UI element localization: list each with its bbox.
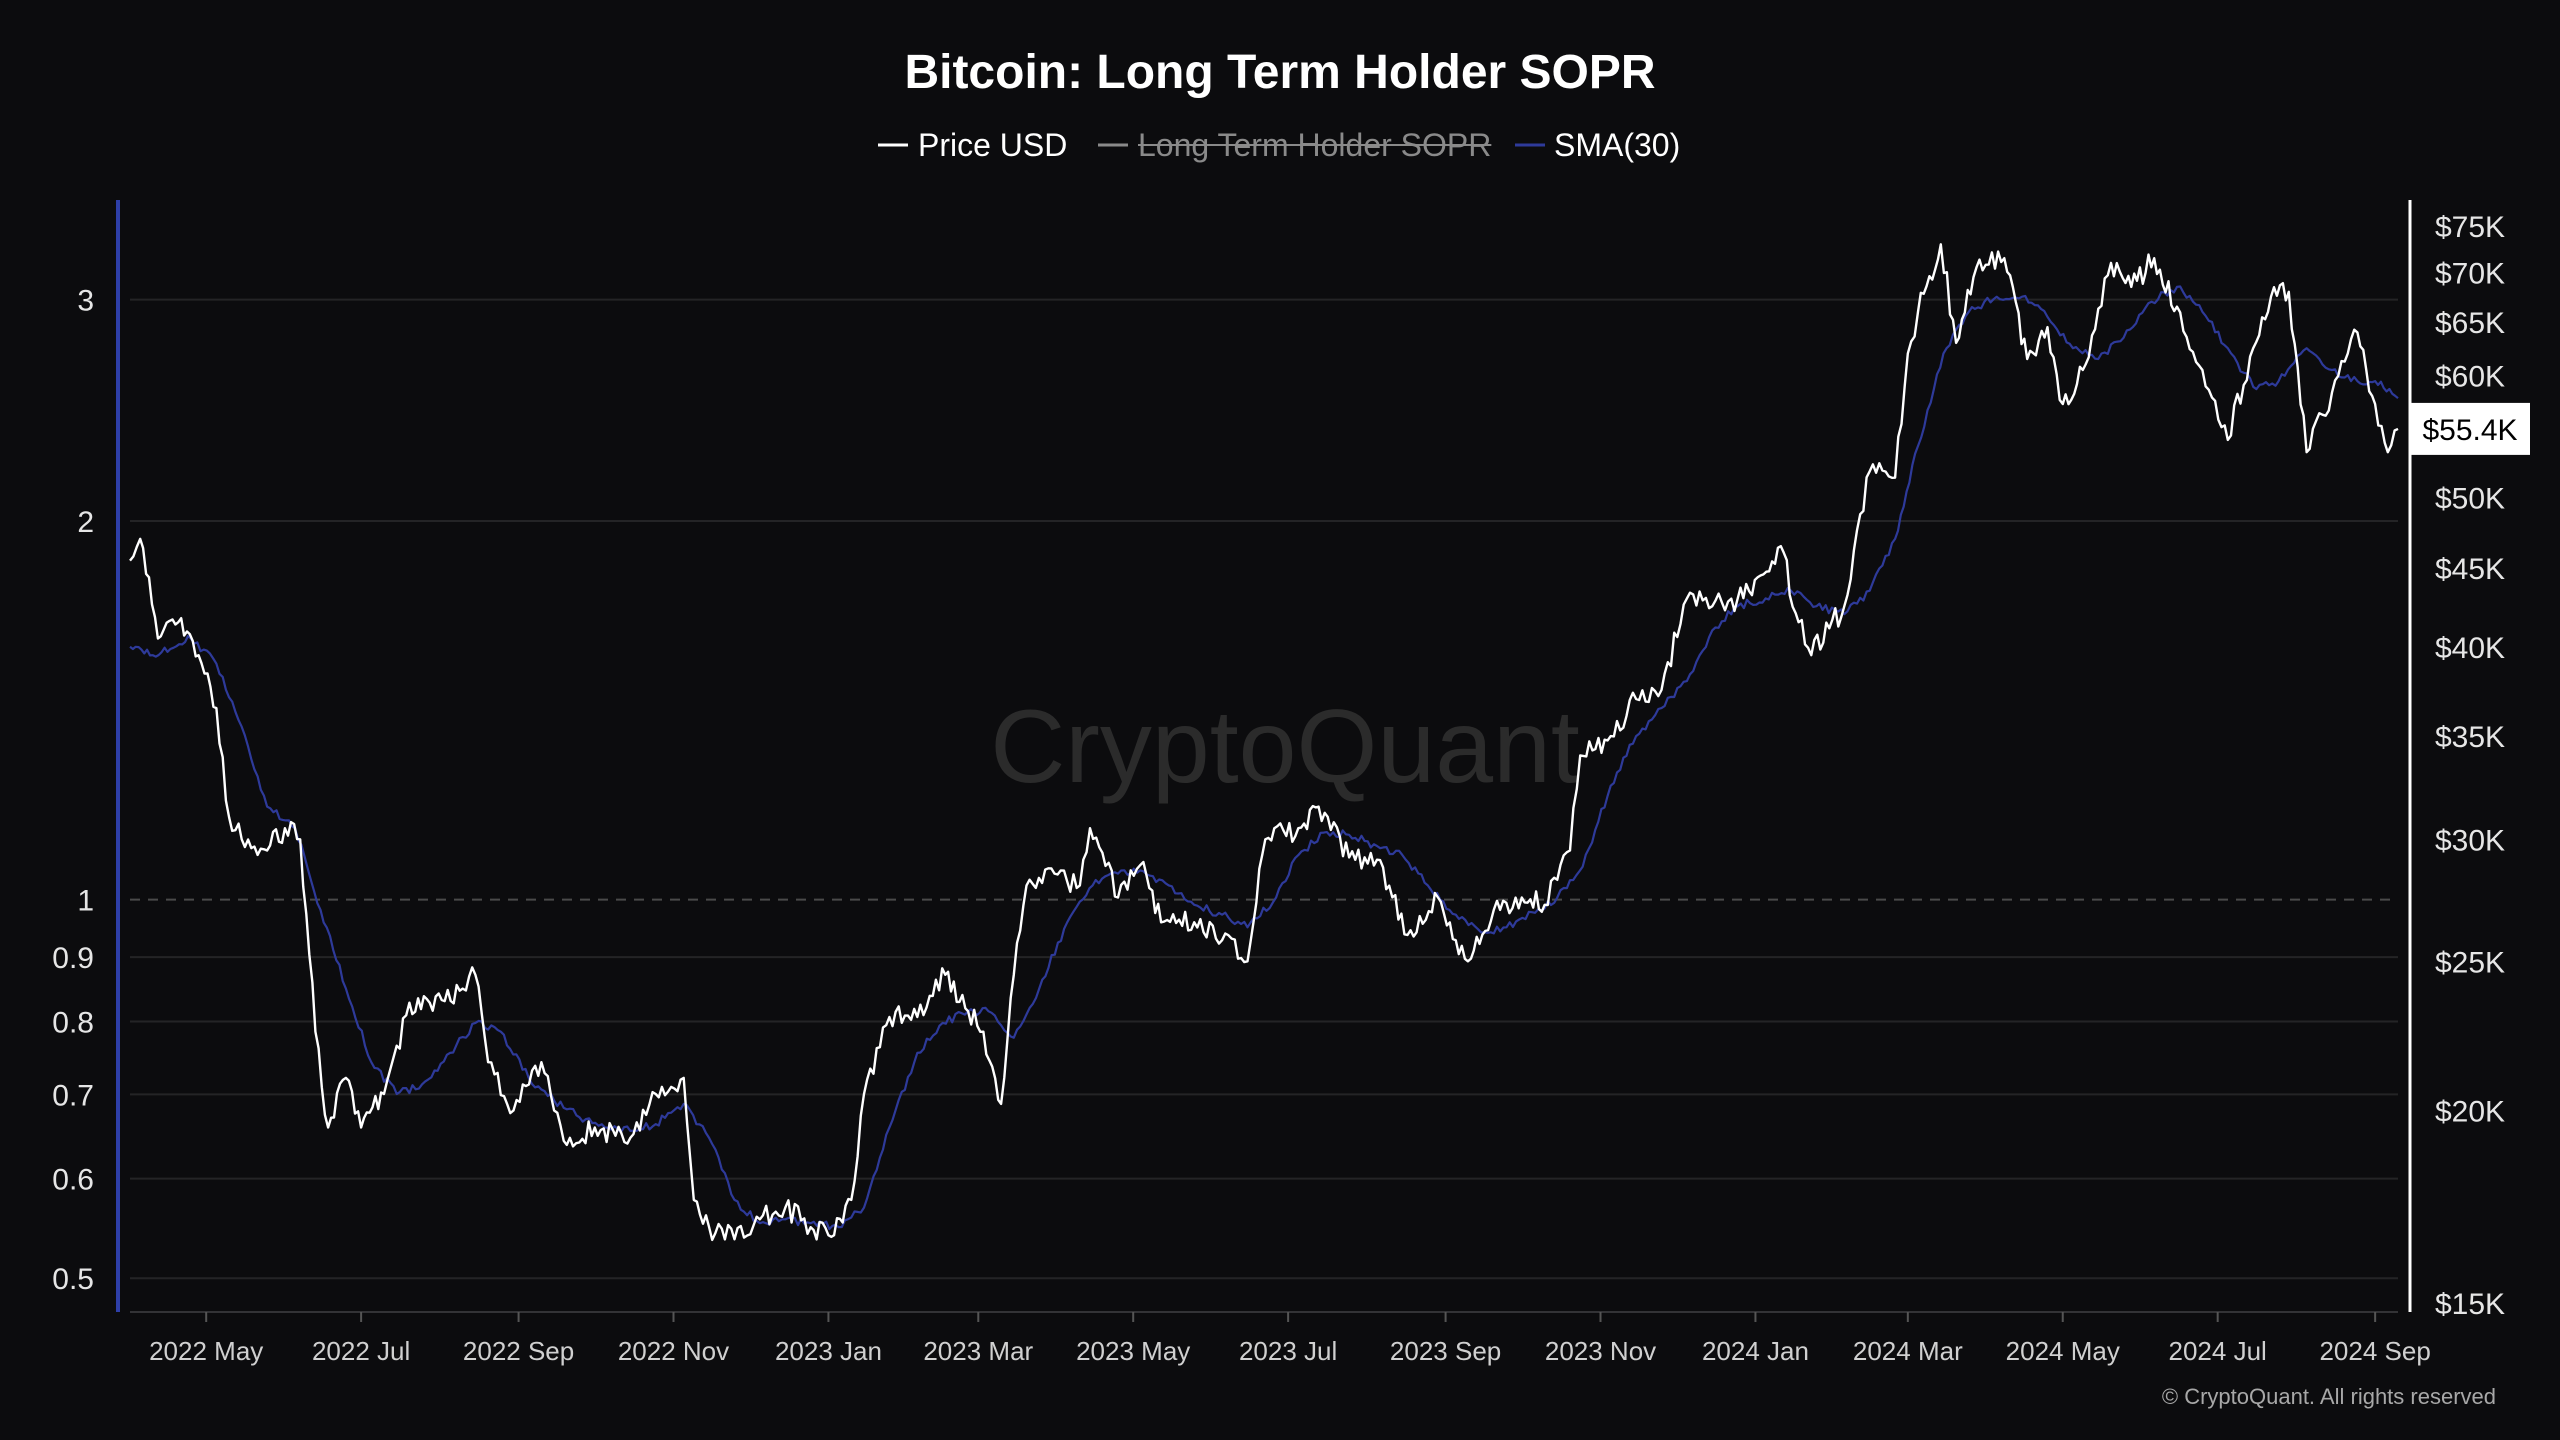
x-tick-label: 2023 Jan [775,1336,882,1366]
left-tick-label: 0.5 [52,1263,94,1296]
left-axis: 3 2 1 0.9 0.8 0.7 0.6 0.5 [52,200,120,1312]
left-tick-label: 0.7 [52,1079,94,1112]
left-tick-label: 0.8 [52,1006,94,1039]
series-line-sma-30- [129,285,2399,1231]
right-tick-label: $60K [2435,361,2505,394]
legend-label: SMA(30) [1554,127,1680,163]
x-tick-label: 2023 Nov [1545,1336,1656,1366]
left-tick-label: 0.6 [52,1164,94,1197]
watermark: CryptoQuant [990,689,1580,805]
x-tick-label: 2022 Nov [618,1336,729,1366]
copyright-text: © CryptoQuant. All rights reserved [2162,1384,2496,1409]
right-tick-label: $35K [2435,721,2505,754]
chart-title: Bitcoin: Long Term Holder SOPR [904,46,1655,99]
legend-item-long-term-holder-sopr[interactable]: Long Term Holder SOPR [1098,127,1492,163]
legend-item-price-usd[interactable]: Price USD [878,127,1067,163]
x-tick-label: 2024 Mar [1853,1336,1963,1366]
right-tick-label: $20K [2435,1096,2505,1129]
x-tick-label: 2023 Mar [923,1336,1033,1366]
right-tick-label: $45K [2435,553,2505,586]
right-tick-label: $65K [2435,307,2505,340]
left-tick-label: 1 [77,885,94,918]
left-tick-label: 2 [77,506,94,539]
x-tick-label: 2022 May [149,1336,263,1366]
x-tick-label: 2024 Sep [2319,1336,2430,1366]
current-price-badge: $55.4K [2410,402,2530,455]
x-tick-label: 2022 Jul [312,1336,410,1366]
right-tick-label: $40K [2435,632,2505,665]
x-tick-label: 2024 Jul [2169,1336,2267,1366]
right-tick-label: $25K [2435,946,2505,979]
right-tick-label: $30K [2435,824,2505,857]
x-tick-label: 2024 May [2006,1336,2120,1366]
x-tick-label: 2023 Jul [1239,1336,1337,1366]
series-line-price-usd [129,243,2399,1242]
series-layer [129,243,2399,1242]
price-badge-bg [2410,402,2530,455]
x-tick-label: 2023 May [1076,1336,1190,1366]
x-tick-label: 2023 Sep [1390,1336,1501,1366]
legend-item-sma-30-[interactable]: SMA(30) [1515,127,1680,163]
legend-label: Price USD [918,127,1067,163]
left-tick-label: 3 [77,285,94,318]
right-tick-label: $70K [2435,257,2505,290]
x-tick-label: 2024 Jan [1702,1336,1809,1366]
right-tick-label: $75K [2435,211,2505,244]
right-tick-label: $50K [2435,483,2505,516]
left-tick-label: 0.9 [52,942,94,975]
price-badge-label: $55.4K [2422,414,2517,447]
right-tick-label: $15K [2435,1288,2505,1321]
x-axis: 2022 May 2022 Jul 2022 Sep 2022 Nov 2023 Jan… [130,1311,2431,1366]
grid-lines [130,298,2398,1280]
right-axis: $75K $70K $65K $60K $50K $45K $40K $35K $30K $25K… [2408,200,2505,1321]
legend: Price USD Long Term Holder SOPR SMA(30) [878,127,1680,163]
x-tick-label: 2022 Sep [463,1336,574,1366]
